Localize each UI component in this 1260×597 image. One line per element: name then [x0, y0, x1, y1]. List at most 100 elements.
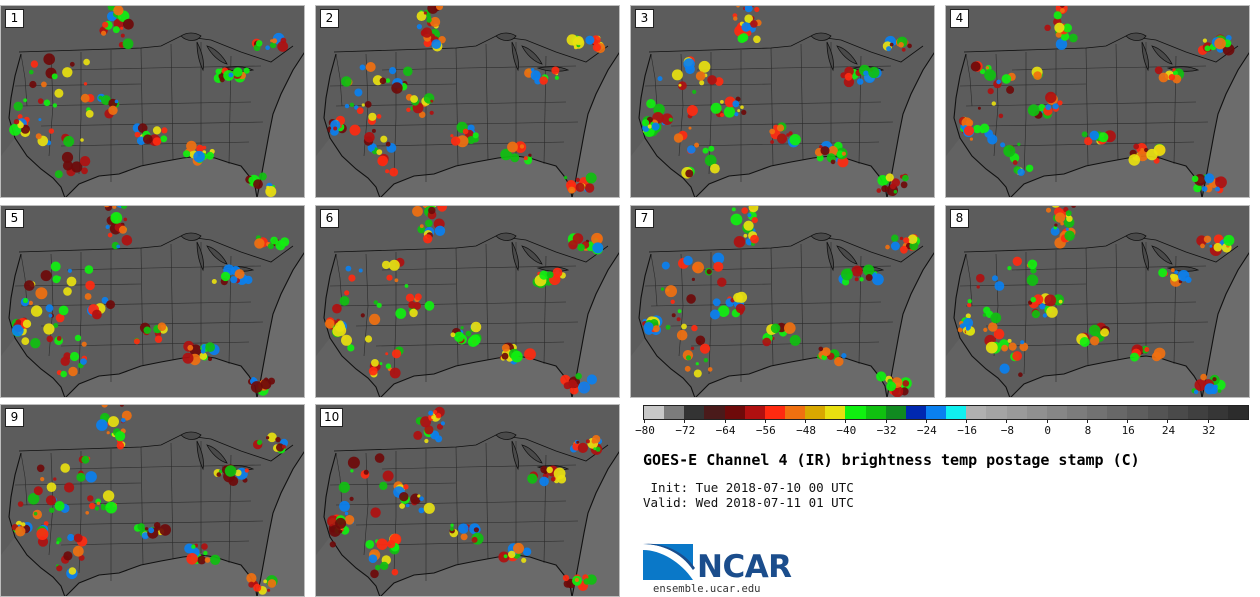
cloud-cell — [105, 206, 112, 211]
cloud-cell — [471, 536, 478, 543]
cloud-cell — [219, 77, 225, 83]
colorbar: −80 −72 −64 −56 −48 −40 −32 −24 −16 −8 0 8 16 24 32 — [635, 405, 1249, 441]
cloud-cell — [373, 300, 378, 305]
cloud-cell — [692, 89, 697, 94]
cloud-cell — [37, 98, 44, 104]
cloud-cell — [30, 338, 41, 349]
state-boundary — [14, 283, 142, 287]
colorbar-tick-label: −72 — [675, 424, 696, 437]
state-boundary — [455, 47, 459, 167]
cloud-cell — [354, 88, 363, 97]
state-boundary — [60, 341, 250, 347]
cloud-cell — [122, 38, 134, 50]
cloud-cell — [436, 6, 443, 11]
gulf-of-mexico — [66, 156, 257, 197]
cloud-cell — [735, 96, 741, 102]
cloud-cell — [35, 287, 48, 300]
cloud-cell — [686, 355, 691, 361]
cloud-cell — [341, 334, 352, 346]
cloud-cell — [1054, 212, 1066, 223]
cloud-cell — [338, 481, 350, 493]
cloud-cell — [349, 124, 361, 136]
cloud-cell — [21, 337, 30, 345]
cloud-cell — [744, 14, 753, 23]
cloud-cell — [574, 36, 584, 46]
cloud-cell — [431, 415, 436, 420]
cloud-cell — [987, 88, 994, 95]
cloud-cell — [199, 352, 208, 360]
cloud-cell — [449, 527, 454, 531]
cloud-cell — [54, 501, 65, 511]
cloud-cell — [551, 66, 560, 75]
cloud-cell — [862, 264, 875, 276]
cloud-cell — [344, 511, 349, 516]
cloud-cell — [1173, 70, 1178, 76]
cloud-cell — [210, 554, 221, 565]
cloud-cell — [350, 469, 354, 473]
cloud-cell — [107, 232, 113, 238]
cloud-cell — [416, 24, 422, 30]
cloud-cell — [691, 324, 698, 332]
cloud-cell — [527, 473, 538, 484]
cloud-cell — [530, 68, 535, 72]
cloud-cell — [275, 436, 281, 443]
cloud-cell — [347, 344, 355, 352]
cloud-cell — [208, 357, 212, 361]
cloud-cell — [1046, 306, 1058, 318]
cloud-cell — [720, 113, 724, 117]
cloud-cell — [686, 294, 696, 304]
cloud-cell — [539, 76, 548, 85]
cloud-cell — [137, 123, 148, 133]
cloud-cell — [1201, 186, 1208, 192]
cloud-cell — [886, 46, 892, 52]
cloud-cell — [84, 293, 92, 300]
cloud-cell — [408, 301, 416, 309]
cloud-cell — [1071, 206, 1076, 208]
cloud-cell — [385, 352, 389, 356]
cloud-cell — [641, 119, 650, 127]
map-panel: 3 — [630, 5, 935, 198]
state-boundary — [1095, 65, 1207, 69]
cloud-cell — [841, 353, 847, 359]
cloud-cell — [389, 67, 397, 75]
cloud-cell — [1130, 352, 1139, 362]
colorbar-segment — [966, 406, 987, 419]
cloud-cell — [406, 107, 411, 113]
cloud-cell — [22, 297, 29, 304]
cloud-cell — [591, 439, 597, 444]
cloud-cell — [976, 285, 980, 289]
state-boundary — [393, 52, 397, 175]
panel-number: 5 — [5, 209, 24, 228]
colorbar-tick-label: −80 — [635, 424, 655, 437]
pacific-ocean — [316, 338, 380, 397]
cloud-cell — [254, 238, 265, 249]
cloud-cell — [1017, 142, 1021, 146]
cloud-cell — [550, 477, 556, 482]
cloud-cell — [762, 337, 771, 347]
cloud-cell — [110, 212, 123, 224]
state-boundary — [1023, 52, 1027, 175]
cloud-cell — [114, 99, 119, 104]
cloud-cell — [677, 309, 682, 314]
cloud-cell — [687, 145, 696, 154]
cloud-cell — [1053, 11, 1062, 20]
cloud-cell — [43, 323, 55, 335]
cloud-cell — [41, 81, 47, 88]
cloud-cell — [1027, 104, 1040, 117]
cloud-cell — [713, 261, 724, 272]
cloud-cell — [36, 528, 49, 540]
ir-satellite-map — [946, 6, 1249, 197]
cloud-cell — [891, 234, 899, 242]
pacific-ocean — [946, 338, 1010, 397]
cloud-cell — [67, 268, 72, 273]
cloud-cell — [1193, 183, 1202, 193]
cloud-cell — [592, 242, 604, 254]
cloud-cell — [277, 41, 289, 52]
cloud-cell — [898, 42, 904, 48]
state-boundary — [1115, 43, 1119, 161]
colorbar-segment — [805, 406, 826, 419]
cloud-cell — [999, 363, 1010, 374]
great-lakes — [810, 32, 885, 72]
cloud-cell — [159, 524, 171, 536]
cloud-cell — [574, 578, 579, 582]
